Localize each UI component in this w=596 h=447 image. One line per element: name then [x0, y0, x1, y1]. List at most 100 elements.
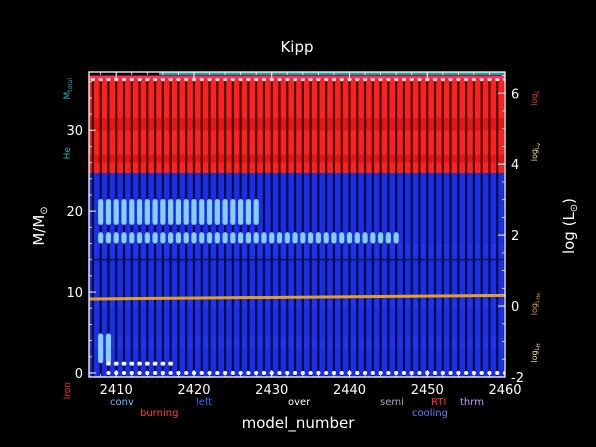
convective-cell-1-2424 — [222, 232, 228, 244]
core-dot-2434 — [300, 370, 305, 376]
right-label-logLH: logLH — [530, 343, 542, 363]
core-upper-dot-2415 — [152, 361, 158, 366]
legend-burning: burning — [140, 408, 178, 419]
convective-cell-0-2423 — [214, 199, 220, 225]
convective-cell-2-2408 — [98, 333, 104, 364]
core-dot-2425 — [230, 370, 235, 376]
core-dot-2413 — [137, 370, 142, 376]
convective-cell-1-2440 — [346, 232, 353, 244]
convective-cell-1-2429 — [261, 232, 267, 244]
convective-cell-1-2430 — [269, 232, 275, 244]
legend-semi: semi — [380, 397, 404, 408]
convective-cell-0-2421 — [199, 199, 205, 225]
core-upper-dot-2414 — [144, 361, 150, 366]
convective-cell-1-2439 — [339, 232, 345, 244]
core-dot-2442 — [362, 370, 368, 376]
x-tick-label-2460: 2460 — [488, 383, 521, 398]
convective-cell-1-2436 — [315, 232, 321, 244]
y2-tick-label-4: 4 — [511, 158, 519, 173]
convective-cell-0-2420 — [191, 199, 197, 225]
core-dot-2446 — [394, 370, 399, 376]
convective-cell-0-2411 — [121, 199, 127, 225]
convective-cell-0-2409 — [105, 199, 112, 225]
convective-cell-1-2420 — [191, 232, 197, 244]
convective-cell-1-2443 — [370, 232, 376, 244]
iron-core-label: Iron — [63, 382, 73, 399]
convective-cell-0-2422 — [206, 199, 213, 225]
core-dot-2452 — [440, 370, 445, 376]
plot-frame — [88, 71, 506, 378]
convective-cell-0-2414 — [144, 199, 150, 225]
x-tick-label-2440: 2440 — [333, 383, 366, 398]
y2-tick-label-0: 0 — [511, 300, 519, 315]
y-axis-label: M/M⊙ — [30, 206, 50, 245]
core-upper-dot-2412 — [129, 361, 135, 366]
convective-cell-0-2418 — [175, 199, 182, 225]
core-dot-2445 — [386, 370, 391, 376]
legend: conv burning left over semi RTI cooling … — [110, 397, 484, 419]
left-side-labels: Mtotal He Iron — [63, 78, 74, 400]
convective-cell-1-2417 — [168, 232, 174, 244]
convective-cell-0-2428 — [253, 199, 259, 225]
convective-cell-0-2408 — [98, 199, 104, 225]
convective-cell-1-2423 — [214, 232, 220, 244]
convective-cell-1-2434 — [300, 232, 306, 244]
convective-cell-1-2418 — [175, 232, 182, 244]
convective-cell-1-2426 — [238, 232, 244, 244]
core-dot-2436 — [316, 370, 321, 376]
y-tick-label-0: 0 — [75, 367, 83, 382]
x-tick-label-2430: 2430 — [255, 383, 288, 398]
core-dot-2426 — [238, 370, 243, 376]
core-dot-2458 — [487, 370, 492, 376]
convective-cell-1-2410 — [113, 232, 119, 244]
x-tick-label-2410: 2410 — [100, 383, 133, 398]
core-dot-2457 — [479, 370, 484, 376]
convective-cell-0-2425 — [230, 199, 236, 225]
core-dot-2418 — [176, 370, 181, 376]
convective-cell-0-2419 — [183, 199, 189, 225]
core-dot-2447 — [401, 370, 407, 376]
convective-cell-1-2441 — [354, 232, 360, 244]
log-lhe-line — [89, 293, 505, 301]
convective-cell-1-2435 — [308, 232, 314, 244]
star-mass-band — [159, 72, 505, 76]
he-core-label: He — [63, 147, 73, 160]
core-dot-2409 — [106, 370, 111, 376]
convective-cell-1-2414 — [144, 232, 150, 244]
core-dot-2427 — [246, 370, 251, 376]
core-upper-dot-2410 — [113, 361, 119, 366]
convective-cell-1-2428 — [253, 232, 259, 244]
convective-cell-1-2412 — [129, 232, 135, 244]
convective-cell-0-2417 — [168, 199, 174, 225]
blue-band-1 — [89, 300, 505, 309]
core-dot-2424 — [222, 370, 228, 376]
x-axis-label: model_number — [242, 414, 356, 433]
core-dot-2422 — [207, 370, 212, 376]
convective-cell-1-2419 — [183, 232, 189, 244]
core-dot-2415 — [152, 370, 158, 376]
core-dot-2439 — [339, 370, 344, 376]
core-dot-2435 — [308, 370, 313, 376]
core-dot-2451 — [432, 370, 438, 376]
plot-area — [89, 72, 505, 377]
core-dot-2431 — [277, 370, 282, 376]
y2-tick-label-6: 6 — [511, 87, 519, 102]
core-dot-2453 — [448, 370, 453, 376]
convective-cell-0-2416 — [160, 199, 166, 225]
core-dot-2433 — [292, 370, 298, 376]
convective-cell-1-2445 — [385, 232, 391, 244]
core-dot-2421 — [199, 370, 204, 376]
convective-cell-1-2446 — [393, 232, 399, 244]
core-dot-2459 — [495, 370, 500, 376]
x-tick-label-2420: 2420 — [177, 383, 210, 398]
core-upper-dot-2416 — [160, 361, 166, 366]
core-dot-2456 — [471, 370, 476, 376]
mass-total-label: Mtotal — [63, 78, 74, 100]
core-dot-2416 — [160, 370, 165, 376]
legend-conv: conv — [110, 397, 134, 408]
convective-cell-1-2421 — [199, 232, 205, 244]
convective-cell-1-2409 — [105, 232, 112, 244]
core-dot-2441 — [355, 370, 360, 376]
convective-cell-0-2427 — [245, 199, 252, 225]
